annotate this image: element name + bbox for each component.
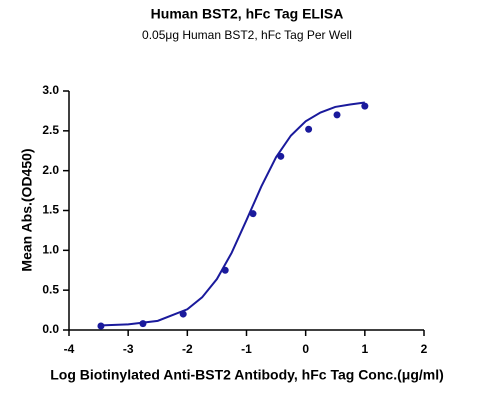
data-point [305,125,313,133]
data-point [277,152,285,160]
data-point [249,210,257,218]
x-tick-label: -2 [182,342,193,356]
x-tick-label: 0 [302,342,309,356]
y-tick-label: 3.0 [42,83,59,97]
x-tick-label: 1 [361,342,368,356]
y-tick-label: 0.0 [42,322,59,336]
x-tick-label: -1 [241,342,252,356]
x-axis-label: Log Biotinylated Anti-BST2 Antibody, hFc… [50,367,444,383]
data-point [139,320,147,328]
y-tick-label: 1.5 [42,203,59,217]
y-tick-label: 1.0 [42,243,59,257]
y-tick-label: 2.0 [42,163,59,177]
fit-curve [98,101,365,327]
data-point [97,322,105,330]
data-point [361,102,369,110]
y-axis-label: Mean Abs.(OD450) [19,148,35,271]
chart-title: Human BST2, hFc Tag ELISA [151,6,344,22]
data-point [333,111,341,119]
x-tick-label: -3 [123,342,134,356]
x-tick-label: -4 [64,342,75,356]
data-point [179,310,187,318]
y-tick-label: 2.5 [42,123,59,137]
x-tick-label: 2 [421,342,428,356]
y-tick-label: 0.5 [42,282,59,296]
data-point [221,266,229,274]
chart-subtitle: 0.05μg Human BST2, hFc Tag Per Well [142,28,352,42]
